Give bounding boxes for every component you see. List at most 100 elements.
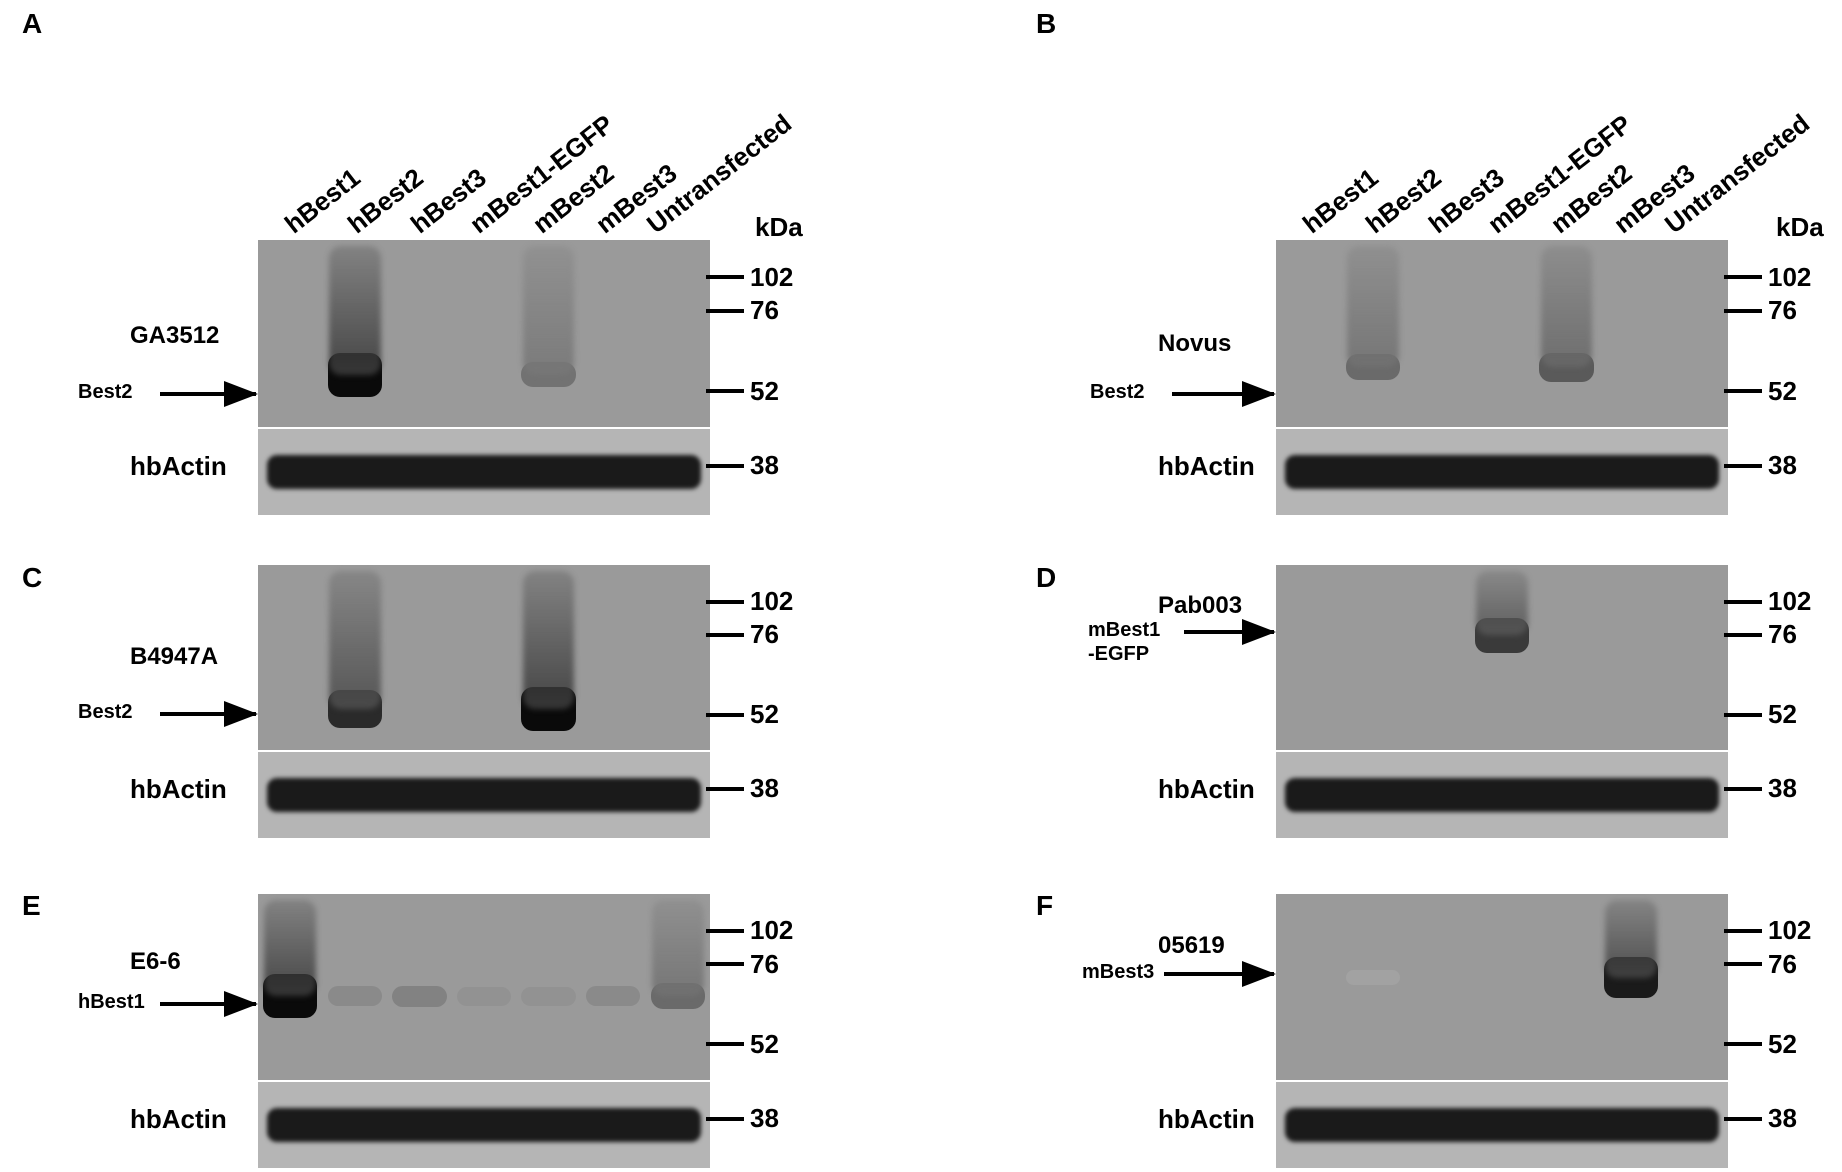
protein-band [650,700,705,718]
protein-band [392,700,447,718]
marker-value: 76 [1768,295,1797,326]
marker-value: 76 [750,619,779,650]
actin-band [267,1107,701,1143]
actin-label: hbActin [1158,1104,1255,1134]
kda-marker: 76 [706,295,779,326]
actin-band [1285,1107,1719,1143]
target-label: mBest1 -EGFP [1088,619,1161,665]
marker-tick [1724,599,1762,604]
kda-marker: 102 [706,586,793,617]
marker-tick [706,786,744,791]
target-label: Best2 [78,381,133,403]
blot-image [258,565,710,750]
marker-value: 52 [750,699,779,729]
protein-band [263,700,318,718]
blot-lane [516,565,581,750]
actin-blot [1276,752,1728,838]
blot-lane [645,565,710,750]
marker-value: 38 [750,773,779,803]
blot-image [258,240,710,427]
blot-lane [323,240,388,427]
kda-marker: 38 [1724,450,1797,481]
protein-band [327,986,382,1007]
blot-lane [258,240,323,427]
marker-value: 102 [1768,261,1812,292]
blot-image [258,894,710,1080]
protein-band [392,985,447,1008]
target-label: mBest3 [1082,961,1155,983]
protein-band [586,986,641,1007]
actin-band [267,454,701,490]
blot-lane [1341,565,1406,750]
kda-marker: 52 [1724,699,1797,730]
kda-marker: 102 [706,262,793,293]
marker-value: 102 [1768,586,1812,617]
kda-marker: 102 [706,915,793,946]
blot-lane [1405,894,1470,1080]
blot-lane [1405,240,1470,427]
kda-marker: 38 [1724,1103,1797,1134]
blot-lane [1534,894,1599,1080]
blot-lane [1534,565,1599,750]
lane-labels-left: hBest1 hBest2 hBest3 mBest1-EGFP mBest2 … [258,108,797,240]
blot-lane [1276,240,1341,427]
protein-smear [1605,900,1658,978]
marker-value: 38 [1768,773,1797,803]
panel-letter-f: F [1036,890,1054,921]
antibody-label: GA3512 [130,322,220,349]
marker-value: 102 [1768,915,1812,946]
marker-value: 52 [1768,375,1797,406]
kda-marker: 102 [1724,915,1811,946]
actin-band [267,777,701,813]
marker-tick [1724,632,1762,637]
marker-tick [706,275,744,280]
marker-tick [706,389,744,394]
kda-marker: 76 [1724,619,1797,650]
marker-value: 52 [750,1028,779,1059]
protein-band [456,987,512,1006]
protein-smear [264,900,317,997]
blot-lane [323,565,388,750]
marker-tick [706,962,744,967]
marker-value: 38 [750,450,779,481]
protein-smear [522,246,575,375]
blot-lane [1663,894,1728,1080]
blot-lane [1341,894,1406,1080]
blot-lane [516,894,581,1080]
kda-marker: 76 [1724,949,1797,980]
blot-separator [1276,427,1728,429]
marker-value: 38 [1768,450,1797,481]
panel-letter-c: C [22,562,43,593]
actin-band [1285,454,1719,490]
actin-blot [1276,1082,1728,1168]
blot-lane [1599,894,1664,1080]
actin-blot [258,752,710,838]
actin-blot [258,1082,710,1168]
marker-tick [1724,712,1762,717]
marker-tick [1724,463,1762,468]
protein-smear [651,900,704,997]
antibody-label: Novus [1158,330,1232,357]
marker-value: 52 [750,375,779,406]
kda-marker: 38 [706,1103,779,1134]
marker-value: 76 [750,948,779,979]
blot-lane [1405,565,1470,750]
marker-tick [706,712,744,717]
protein-smear [1347,246,1399,368]
marker-tick [1724,962,1762,967]
blot-separator [258,750,710,752]
marker-tick [1724,308,1762,313]
kda-marker: 52 [706,1029,779,1060]
blot-image [1276,565,1728,750]
blot-lane [1470,240,1535,427]
arrow-icon [160,991,258,1017]
blot-lane [452,240,517,427]
blot-lane [452,894,517,1080]
blot-lane [516,240,581,427]
kda-marker: 38 [706,773,779,804]
kda-label-right: kDa [1776,212,1824,242]
marker-value: 76 [1768,948,1797,979]
blot-separator [258,1080,710,1082]
marker-tick [706,928,744,933]
protein-band [521,987,576,1006]
